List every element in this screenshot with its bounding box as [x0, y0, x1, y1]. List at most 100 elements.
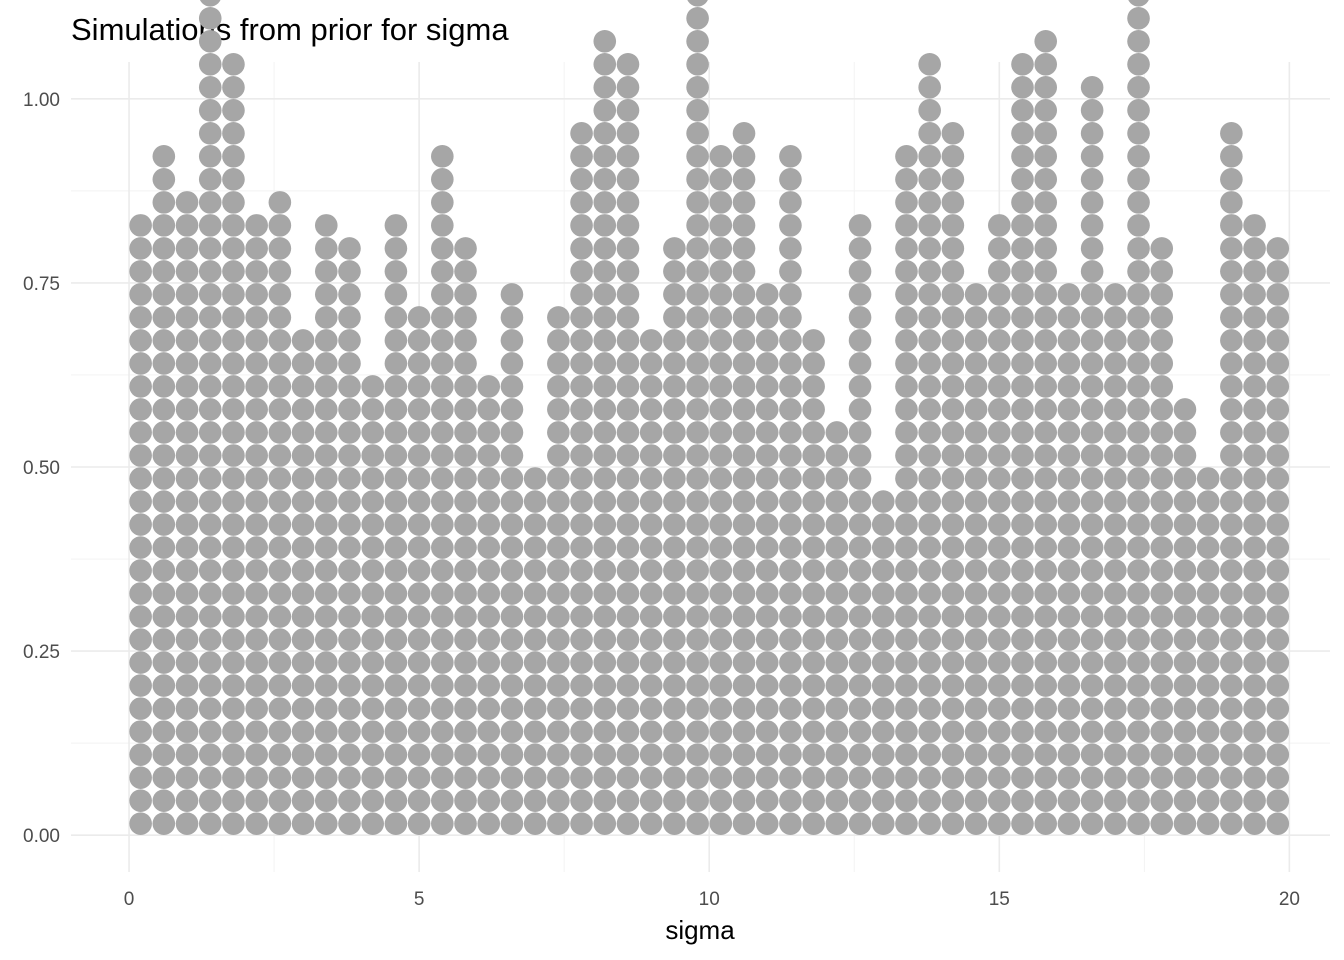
- dot-point: [1243, 697, 1266, 720]
- dot-point: [198, 99, 222, 122]
- dot-point: [1127, 582, 1150, 605]
- dot-point: [1127, 76, 1150, 99]
- dot-stack: [454, 237, 477, 835]
- dot-point: [639, 536, 663, 559]
- dot-point: [941, 766, 965, 789]
- dot-stack: [268, 191, 292, 835]
- x-tick-label: 20: [1279, 889, 1300, 910]
- dot-point: [314, 513, 338, 536]
- dot-point: [570, 421, 593, 444]
- dot-point: [663, 490, 686, 513]
- dot-point: [361, 674, 384, 697]
- dot-point: [663, 306, 686, 329]
- dot-point: [152, 651, 176, 674]
- dot-point: [1104, 375, 1127, 398]
- dot-point: [454, 651, 477, 674]
- dot-point: [1243, 513, 1266, 536]
- dot-point: [616, 812, 640, 835]
- dot-point: [129, 513, 152, 536]
- dot-point: [1196, 490, 1220, 513]
- dot-point: [639, 697, 663, 720]
- dot-point: [848, 743, 872, 766]
- dot-point: [964, 720, 988, 743]
- dot-point: [1150, 237, 1174, 260]
- dot-point: [500, 283, 524, 306]
- dot-point: [1034, 743, 1058, 766]
- dot-point: [523, 513, 547, 536]
- dot-point: [198, 651, 222, 674]
- dot-point: [152, 812, 176, 835]
- dot-point: [941, 467, 965, 490]
- dot-point: [361, 789, 384, 812]
- dot-point: [152, 559, 176, 582]
- dot-point: [431, 697, 454, 720]
- dot-point: [663, 375, 686, 398]
- dot-point: [1127, 674, 1150, 697]
- dot-point: [384, 720, 408, 743]
- dot-point: [454, 559, 477, 582]
- dot-point: [454, 513, 477, 536]
- dot-point: [663, 789, 686, 812]
- dot-point: [477, 467, 501, 490]
- dot-point: [129, 329, 152, 352]
- dot-point: [1173, 720, 1197, 743]
- dot-point: [129, 536, 152, 559]
- dot-point: [941, 191, 965, 214]
- dot-point: [384, 559, 408, 582]
- dot-point: [1196, 651, 1220, 674]
- dot-point: [1127, 260, 1150, 283]
- dot-point: [871, 743, 895, 766]
- dot-point: [616, 674, 640, 697]
- x-tick-label: 10: [699, 889, 720, 910]
- dot-point: [1104, 306, 1127, 329]
- dot-point: [825, 697, 849, 720]
- dot-point: [686, 628, 709, 651]
- dot-point: [454, 237, 477, 260]
- dot-point: [175, 191, 199, 214]
- dot-point: [129, 306, 152, 329]
- dot-point: [570, 812, 593, 835]
- dot-point: [129, 743, 152, 766]
- dot-point: [639, 329, 663, 352]
- dot-point: [779, 605, 802, 628]
- dot-point: [848, 651, 872, 674]
- dot-point: [291, 467, 315, 490]
- dot-point: [407, 559, 431, 582]
- dot-point: [732, 651, 756, 674]
- dot-point: [709, 559, 733, 582]
- dot-point: [570, 444, 593, 467]
- dot-point: [1011, 674, 1034, 697]
- dot-point: [732, 720, 756, 743]
- dot-point: [570, 352, 593, 375]
- dot-point: [1150, 720, 1174, 743]
- dot-point: [198, 29, 222, 53]
- dot-point: [407, 398, 431, 421]
- dot-point: [477, 697, 501, 720]
- dot-point: [1266, 490, 1290, 513]
- dot-point: [245, 789, 268, 812]
- dot-point: [547, 605, 570, 628]
- dot-point: [1173, 421, 1197, 444]
- dot-point: [663, 260, 686, 283]
- dot-point: [570, 260, 593, 283]
- dot-point: [1173, 444, 1197, 467]
- dot-point: [407, 421, 431, 444]
- dot-point: [941, 651, 965, 674]
- dot-point: [918, 237, 941, 260]
- dot-point: [639, 720, 663, 743]
- dot-point: [1057, 444, 1081, 467]
- dot-point: [291, 628, 315, 651]
- dot-point: [222, 306, 245, 329]
- dot-point: [616, 720, 640, 743]
- dot-point: [1011, 283, 1034, 306]
- dot-point: [1220, 743, 1243, 766]
- dot-point: [964, 582, 988, 605]
- dot-point: [755, 329, 779, 352]
- dot-point: [895, 375, 918, 398]
- dot-point: [732, 237, 756, 260]
- dot-point: [593, 214, 617, 237]
- dot-point: [964, 697, 988, 720]
- dot-point: [338, 605, 361, 628]
- dot-point: [384, 352, 408, 375]
- dot-point: [895, 283, 918, 306]
